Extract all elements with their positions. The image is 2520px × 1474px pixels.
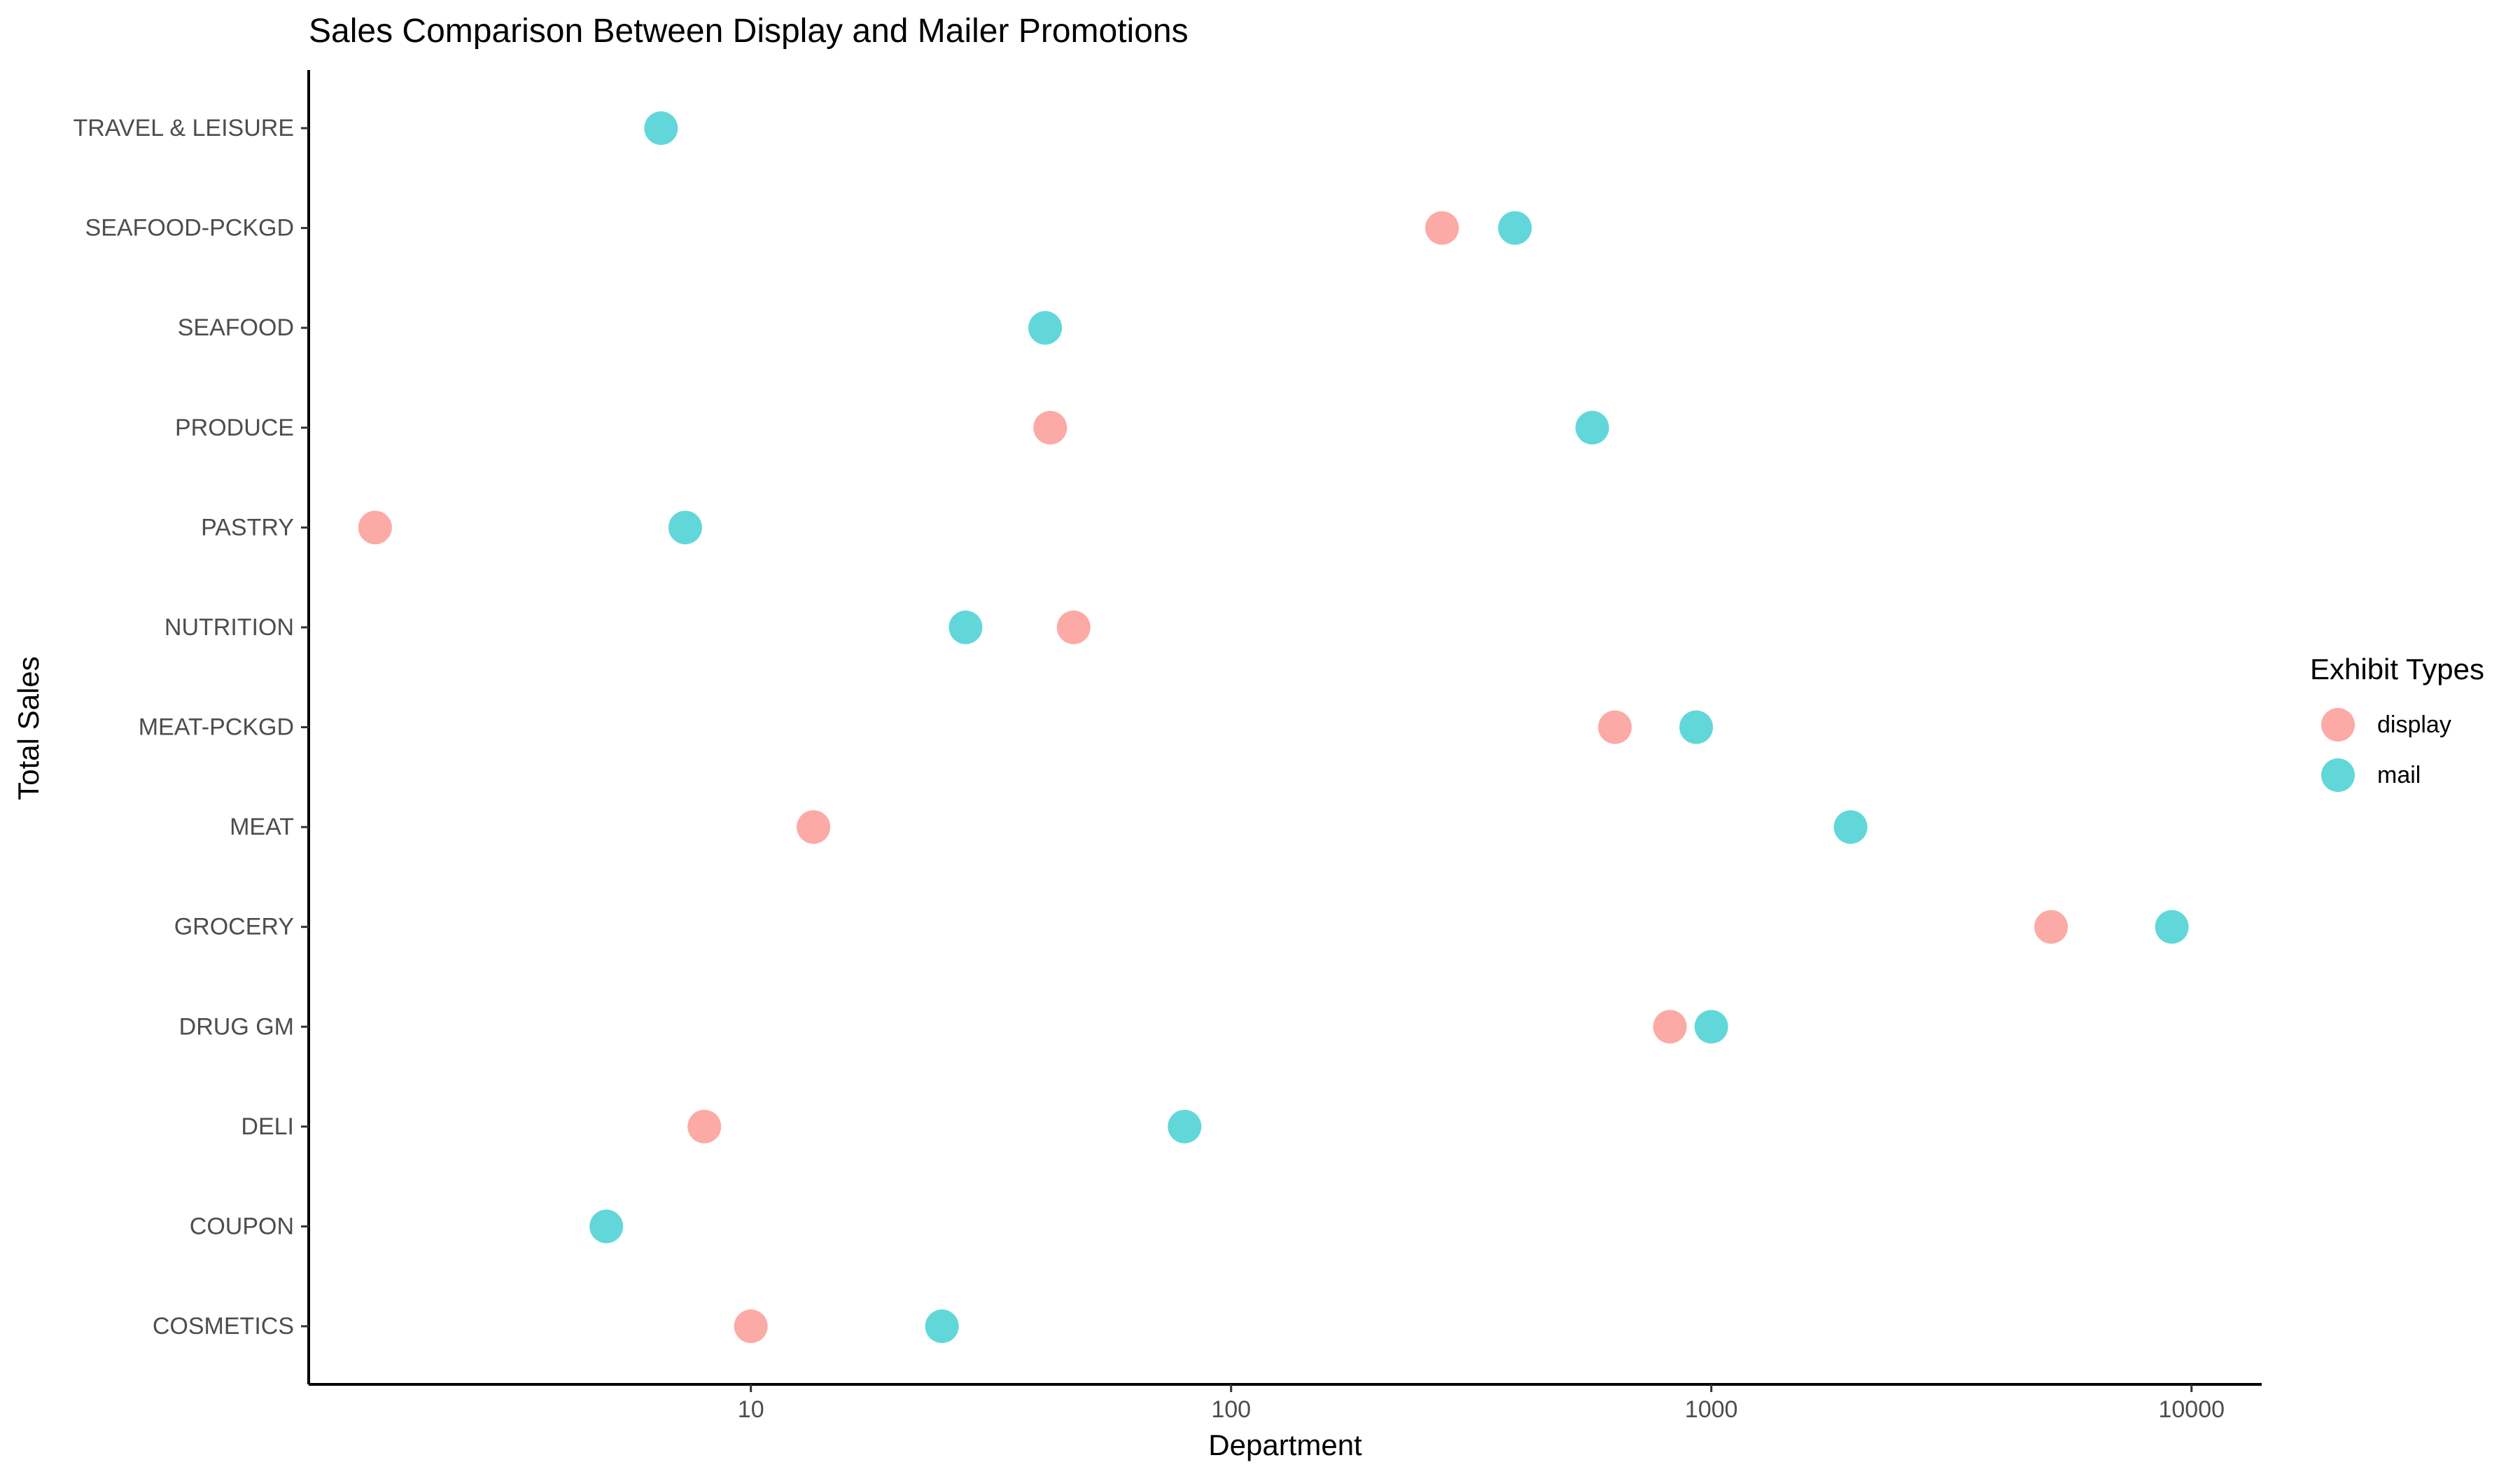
legend-title: Exhibit Types xyxy=(2310,653,2484,686)
y-tick-label: MEAT-PCKGD xyxy=(139,714,294,741)
data-point-display xyxy=(1033,410,1068,445)
y-tick-label: DRUG GM xyxy=(179,1013,294,1040)
legend-key-mail xyxy=(2321,758,2355,792)
data-point-display xyxy=(734,1309,768,1343)
x-axis-title: Department xyxy=(1208,1428,1362,1461)
plot-area xyxy=(358,111,2189,1343)
y-tick-label: GROCERY xyxy=(174,914,294,940)
data-point-display xyxy=(358,510,392,545)
data-point-mail xyxy=(1833,810,1868,844)
data-point-mail xyxy=(1498,211,1532,245)
y-tick-label: MEAT xyxy=(230,814,294,840)
x-tick-label: 100 xyxy=(1211,1396,1251,1423)
data-point-display xyxy=(687,1109,722,1143)
y-tick-label: COSMETICS xyxy=(153,1313,294,1340)
x-tick-label: 10000 xyxy=(2158,1396,2225,1423)
x-tick-label: 1000 xyxy=(1685,1396,1738,1423)
legend-label-mail: mail xyxy=(2377,762,2421,788)
data-point-mail xyxy=(925,1309,959,1343)
y-tick-label: TRAVEL & LEISURE xyxy=(73,115,294,141)
data-point-display xyxy=(1056,610,1091,644)
data-point-mail xyxy=(1679,710,1714,744)
y-axis-title: Total Sales xyxy=(12,656,45,800)
y-axis: COSMETICS COUPON DELI DRUG GM GROCERY MEAT MEA… xyxy=(73,115,309,1340)
data-point-mail xyxy=(1168,1109,1202,1143)
chart-title: Sales Comparison Between Display and Mai… xyxy=(309,13,1189,50)
data-point-mail xyxy=(948,610,983,644)
data-point-mail xyxy=(1028,311,1063,345)
legend-label-display: display xyxy=(2377,711,2451,738)
data-point-mail xyxy=(2155,910,2189,944)
data-point-display xyxy=(2034,910,2068,944)
legend: Exhibit Types display mail xyxy=(2310,653,2484,792)
data-point-display xyxy=(1425,211,1460,245)
data-point-mail xyxy=(1694,1010,1728,1044)
y-tick-label: DELI xyxy=(241,1113,294,1140)
data-point-display xyxy=(797,810,831,844)
data-point-mail xyxy=(668,510,702,545)
data-point-mail xyxy=(644,111,678,145)
x-axis: 10 100 1000 10000 xyxy=(738,1384,2225,1423)
data-point-mail xyxy=(589,1209,624,1244)
y-tick-label: PASTRY xyxy=(201,514,294,541)
x-tick-label: 10 xyxy=(738,1396,764,1423)
y-tick-label: PRODUCE xyxy=(175,415,294,441)
y-tick-label: COUPON xyxy=(190,1213,294,1239)
data-point-mail xyxy=(1575,410,1609,445)
data-point-display xyxy=(1598,710,1632,744)
data-point-display xyxy=(1653,1010,1687,1044)
legend-key-display xyxy=(2321,708,2355,742)
y-tick-label: SEAFOOD-PCKGD xyxy=(85,215,294,242)
y-tick-label: NUTRITION xyxy=(164,614,294,641)
y-tick-label: SEAFOOD xyxy=(178,314,294,341)
